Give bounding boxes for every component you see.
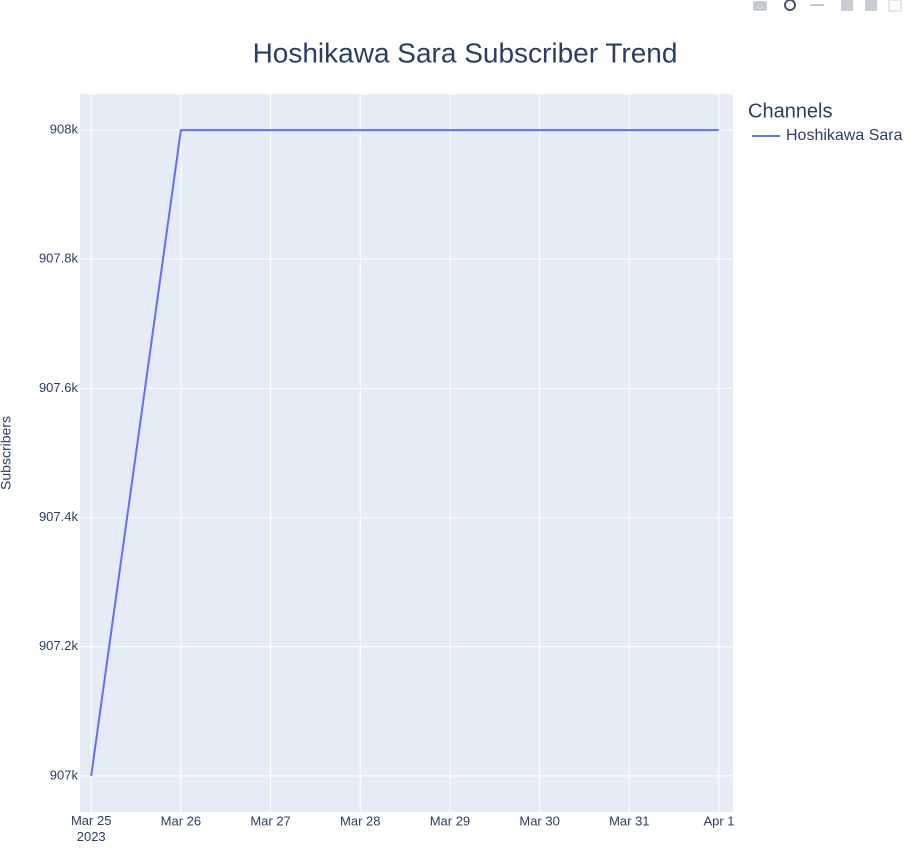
x-tick-label: Apr 1 — [703, 813, 734, 828]
zoom-icon[interactable] — [784, 0, 796, 11]
pan-icon[interactable] — [810, 4, 824, 6]
plot-area — [80, 94, 733, 812]
camera-icon[interactable] — [753, 1, 767, 11]
legend-label: Hoshikawa Sara — [786, 127, 903, 144]
x-tick-label: Mar 26 — [161, 813, 201, 828]
x-tick-label: Mar 28 — [340, 813, 380, 828]
x-tick-label: Mar 30 — [519, 813, 559, 828]
y-tick-label: 908k — [50, 122, 79, 137]
autoscale-icon[interactable] — [888, 0, 902, 12]
marks — [90, 129, 719, 776]
x-tick-label: Mar 31 — [609, 813, 649, 828]
y-tick-label: 907.8k — [39, 251, 79, 266]
modebar — [753, 0, 902, 12]
x-tick-label: Mar 29 — [430, 813, 470, 828]
y-tick-label: 907.2k — [39, 638, 79, 653]
y-tick-label: 907.4k — [39, 509, 79, 524]
legend-title: Channels — [748, 100, 833, 122]
chart-title: Hoshikawa Sara Subscriber Trend — [253, 37, 678, 68]
data-line — [90, 129, 719, 776]
y-tick-label: 907.6k — [39, 380, 79, 395]
x-tick-label: Mar 25 2023 — [71, 813, 111, 844]
x-tick-label: Mar 27 — [250, 813, 290, 828]
y-axis-title: Subscribers — [0, 416, 14, 490]
y-tick-label: 907k — [50, 767, 79, 782]
zoom-out-icon[interactable] — [865, 0, 877, 11]
zoom-in-icon[interactable] — [841, 0, 853, 11]
